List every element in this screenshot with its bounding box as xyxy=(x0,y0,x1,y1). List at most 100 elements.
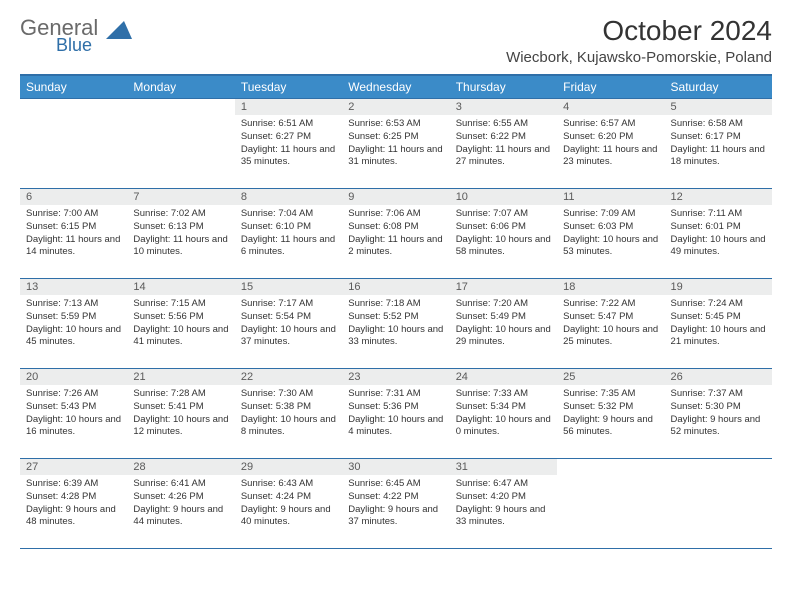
day-number: 10 xyxy=(450,189,557,205)
sunset-text: Sunset: 5:32 PM xyxy=(563,401,658,414)
weekday-thursday: Thursday xyxy=(450,75,557,99)
sunset-text: Sunset: 5:43 PM xyxy=(26,401,121,414)
calendar-day-cell: 14Sunrise: 7:15 AMSunset: 5:56 PMDayligh… xyxy=(127,279,234,369)
day-number: 2 xyxy=(342,99,449,115)
day-details: Sunrise: 7:20 AMSunset: 5:49 PMDaylight:… xyxy=(450,295,557,355)
sunrise-text: Sunrise: 6:41 AM xyxy=(133,478,228,491)
sunset-text: Sunset: 5:45 PM xyxy=(671,311,766,324)
sunrise-text: Sunrise: 7:04 AM xyxy=(241,208,336,221)
day-number: 14 xyxy=(127,279,234,295)
calendar-day-cell: 20Sunrise: 7:26 AMSunset: 5:43 PMDayligh… xyxy=(20,369,127,459)
sunrise-text: Sunrise: 6:57 AM xyxy=(563,118,658,131)
day-number: 1 xyxy=(235,99,342,115)
day-details: Sunrise: 6:47 AMSunset: 4:20 PMDaylight:… xyxy=(450,475,557,535)
sunset-text: Sunset: 5:56 PM xyxy=(133,311,228,324)
daylight-text: Daylight: 10 hours and 58 minutes. xyxy=(456,234,551,260)
weekday-friday: Friday xyxy=(557,75,664,99)
day-details: Sunrise: 7:00 AMSunset: 6:15 PMDaylight:… xyxy=(20,205,127,265)
sunset-text: Sunset: 4:24 PM xyxy=(241,491,336,504)
calendar-day-cell: 29Sunrise: 6:43 AMSunset: 4:24 PMDayligh… xyxy=(235,459,342,549)
calendar-week-row: 6Sunrise: 7:00 AMSunset: 6:15 PMDaylight… xyxy=(20,189,772,279)
day-details: Sunrise: 7:13 AMSunset: 5:59 PMDaylight:… xyxy=(20,295,127,355)
sunset-text: Sunset: 5:36 PM xyxy=(348,401,443,414)
day-number: 9 xyxy=(342,189,449,205)
calendar-week-row: 1Sunrise: 6:51 AMSunset: 6:27 PMDaylight… xyxy=(20,99,772,189)
calendar-day-cell: 16Sunrise: 7:18 AMSunset: 5:52 PMDayligh… xyxy=(342,279,449,369)
daylight-text: Daylight: 10 hours and 16 minutes. xyxy=(26,414,121,440)
sunrise-text: Sunrise: 7:11 AM xyxy=(671,208,766,221)
page: General Blue October 2024 Wiecbork, Kuja… xyxy=(0,0,792,564)
day-number: 22 xyxy=(235,369,342,385)
day-details: Sunrise: 6:58 AMSunset: 6:17 PMDaylight:… xyxy=(665,115,772,175)
daylight-text: Daylight: 10 hours and 33 minutes. xyxy=(348,324,443,350)
calendar-day-cell: 4Sunrise: 6:57 AMSunset: 6:20 PMDaylight… xyxy=(557,99,664,189)
sunset-text: Sunset: 4:26 PM xyxy=(133,491,228,504)
day-number: 20 xyxy=(20,369,127,385)
day-details: Sunrise: 6:51 AMSunset: 6:27 PMDaylight:… xyxy=(235,115,342,175)
day-number: 25 xyxy=(557,369,664,385)
sunrise-text: Sunrise: 7:15 AM xyxy=(133,298,228,311)
weekday-header-row: Sunday Monday Tuesday Wednesday Thursday… xyxy=(20,75,772,99)
calendar-day-cell: 12Sunrise: 7:11 AMSunset: 6:01 PMDayligh… xyxy=(665,189,772,279)
sunset-text: Sunset: 6:20 PM xyxy=(563,131,658,144)
sunset-text: Sunset: 6:06 PM xyxy=(456,221,551,234)
day-details: Sunrise: 7:11 AMSunset: 6:01 PMDaylight:… xyxy=(665,205,772,265)
calendar-day-cell: 24Sunrise: 7:33 AMSunset: 5:34 PMDayligh… xyxy=(450,369,557,459)
sunset-text: Sunset: 6:03 PM xyxy=(563,221,658,234)
logo: General Blue xyxy=(20,15,140,59)
daylight-text: Daylight: 9 hours and 33 minutes. xyxy=(456,504,551,530)
daylight-text: Daylight: 10 hours and 53 minutes. xyxy=(563,234,658,260)
daylight-text: Daylight: 11 hours and 10 minutes. xyxy=(133,234,228,260)
daylight-text: Daylight: 9 hours and 44 minutes. xyxy=(133,504,228,530)
calendar-day-cell: 18Sunrise: 7:22 AMSunset: 5:47 PMDayligh… xyxy=(557,279,664,369)
sunrise-text: Sunrise: 7:33 AM xyxy=(456,388,551,401)
day-details: Sunrise: 6:45 AMSunset: 4:22 PMDaylight:… xyxy=(342,475,449,535)
day-details: Sunrise: 6:39 AMSunset: 4:28 PMDaylight:… xyxy=(20,475,127,535)
daylight-text: Daylight: 11 hours and 31 minutes. xyxy=(348,144,443,170)
calendar-day-cell: 28Sunrise: 6:41 AMSunset: 4:26 PMDayligh… xyxy=(127,459,234,549)
daylight-text: Daylight: 11 hours and 6 minutes. xyxy=(241,234,336,260)
day-details: Sunrise: 7:02 AMSunset: 6:13 PMDaylight:… xyxy=(127,205,234,265)
weekday-wednesday: Wednesday xyxy=(342,75,449,99)
day-number: 12 xyxy=(665,189,772,205)
day-details: Sunrise: 7:35 AMSunset: 5:32 PMDaylight:… xyxy=(557,385,664,445)
daylight-text: Daylight: 11 hours and 14 minutes. xyxy=(26,234,121,260)
sunrise-text: Sunrise: 6:39 AM xyxy=(26,478,121,491)
daylight-text: Daylight: 10 hours and 8 minutes. xyxy=(241,414,336,440)
sunrise-text: Sunrise: 7:06 AM xyxy=(348,208,443,221)
day-details: Sunrise: 7:33 AMSunset: 5:34 PMDaylight:… xyxy=(450,385,557,445)
sunrise-text: Sunrise: 7:31 AM xyxy=(348,388,443,401)
day-number: 17 xyxy=(450,279,557,295)
daylight-text: Daylight: 10 hours and 12 minutes. xyxy=(133,414,228,440)
calendar-day-cell xyxy=(665,459,772,549)
day-number: 16 xyxy=(342,279,449,295)
day-number: 6 xyxy=(20,189,127,205)
sunrise-text: Sunrise: 6:45 AM xyxy=(348,478,443,491)
calendar-day-cell xyxy=(20,99,127,189)
daylight-text: Daylight: 10 hours and 4 minutes. xyxy=(348,414,443,440)
day-number: 11 xyxy=(557,189,664,205)
sunrise-text: Sunrise: 6:55 AM xyxy=(456,118,551,131)
sunset-text: Sunset: 5:54 PM xyxy=(241,311,336,324)
sunrise-text: Sunrise: 7:13 AM xyxy=(26,298,121,311)
calendar-day-cell: 7Sunrise: 7:02 AMSunset: 6:13 PMDaylight… xyxy=(127,189,234,279)
day-details: Sunrise: 7:24 AMSunset: 5:45 PMDaylight:… xyxy=(665,295,772,355)
weekday-monday: Monday xyxy=(127,75,234,99)
calendar-week-row: 13Sunrise: 7:13 AMSunset: 5:59 PMDayligh… xyxy=(20,279,772,369)
day-details: Sunrise: 7:17 AMSunset: 5:54 PMDaylight:… xyxy=(235,295,342,355)
calendar-day-cell: 25Sunrise: 7:35 AMSunset: 5:32 PMDayligh… xyxy=(557,369,664,459)
sunrise-text: Sunrise: 7:17 AM xyxy=(241,298,336,311)
calendar-week-row: 20Sunrise: 7:26 AMSunset: 5:43 PMDayligh… xyxy=(20,369,772,459)
calendar-day-cell: 3Sunrise: 6:55 AMSunset: 6:22 PMDaylight… xyxy=(450,99,557,189)
calendar-day-cell: 5Sunrise: 6:58 AMSunset: 6:17 PMDaylight… xyxy=(665,99,772,189)
weekday-saturday: Saturday xyxy=(665,75,772,99)
day-details: Sunrise: 7:07 AMSunset: 6:06 PMDaylight:… xyxy=(450,205,557,265)
daylight-text: Daylight: 10 hours and 45 minutes. xyxy=(26,324,121,350)
sunrise-text: Sunrise: 6:51 AM xyxy=(241,118,336,131)
sunset-text: Sunset: 4:28 PM xyxy=(26,491,121,504)
daylight-text: Daylight: 11 hours and 35 minutes. xyxy=(241,144,336,170)
daylight-text: Daylight: 10 hours and 21 minutes. xyxy=(671,324,766,350)
calendar-day-cell: 8Sunrise: 7:04 AMSunset: 6:10 PMDaylight… xyxy=(235,189,342,279)
calendar-day-cell: 15Sunrise: 7:17 AMSunset: 5:54 PMDayligh… xyxy=(235,279,342,369)
calendar-day-cell: 6Sunrise: 7:00 AMSunset: 6:15 PMDaylight… xyxy=(20,189,127,279)
